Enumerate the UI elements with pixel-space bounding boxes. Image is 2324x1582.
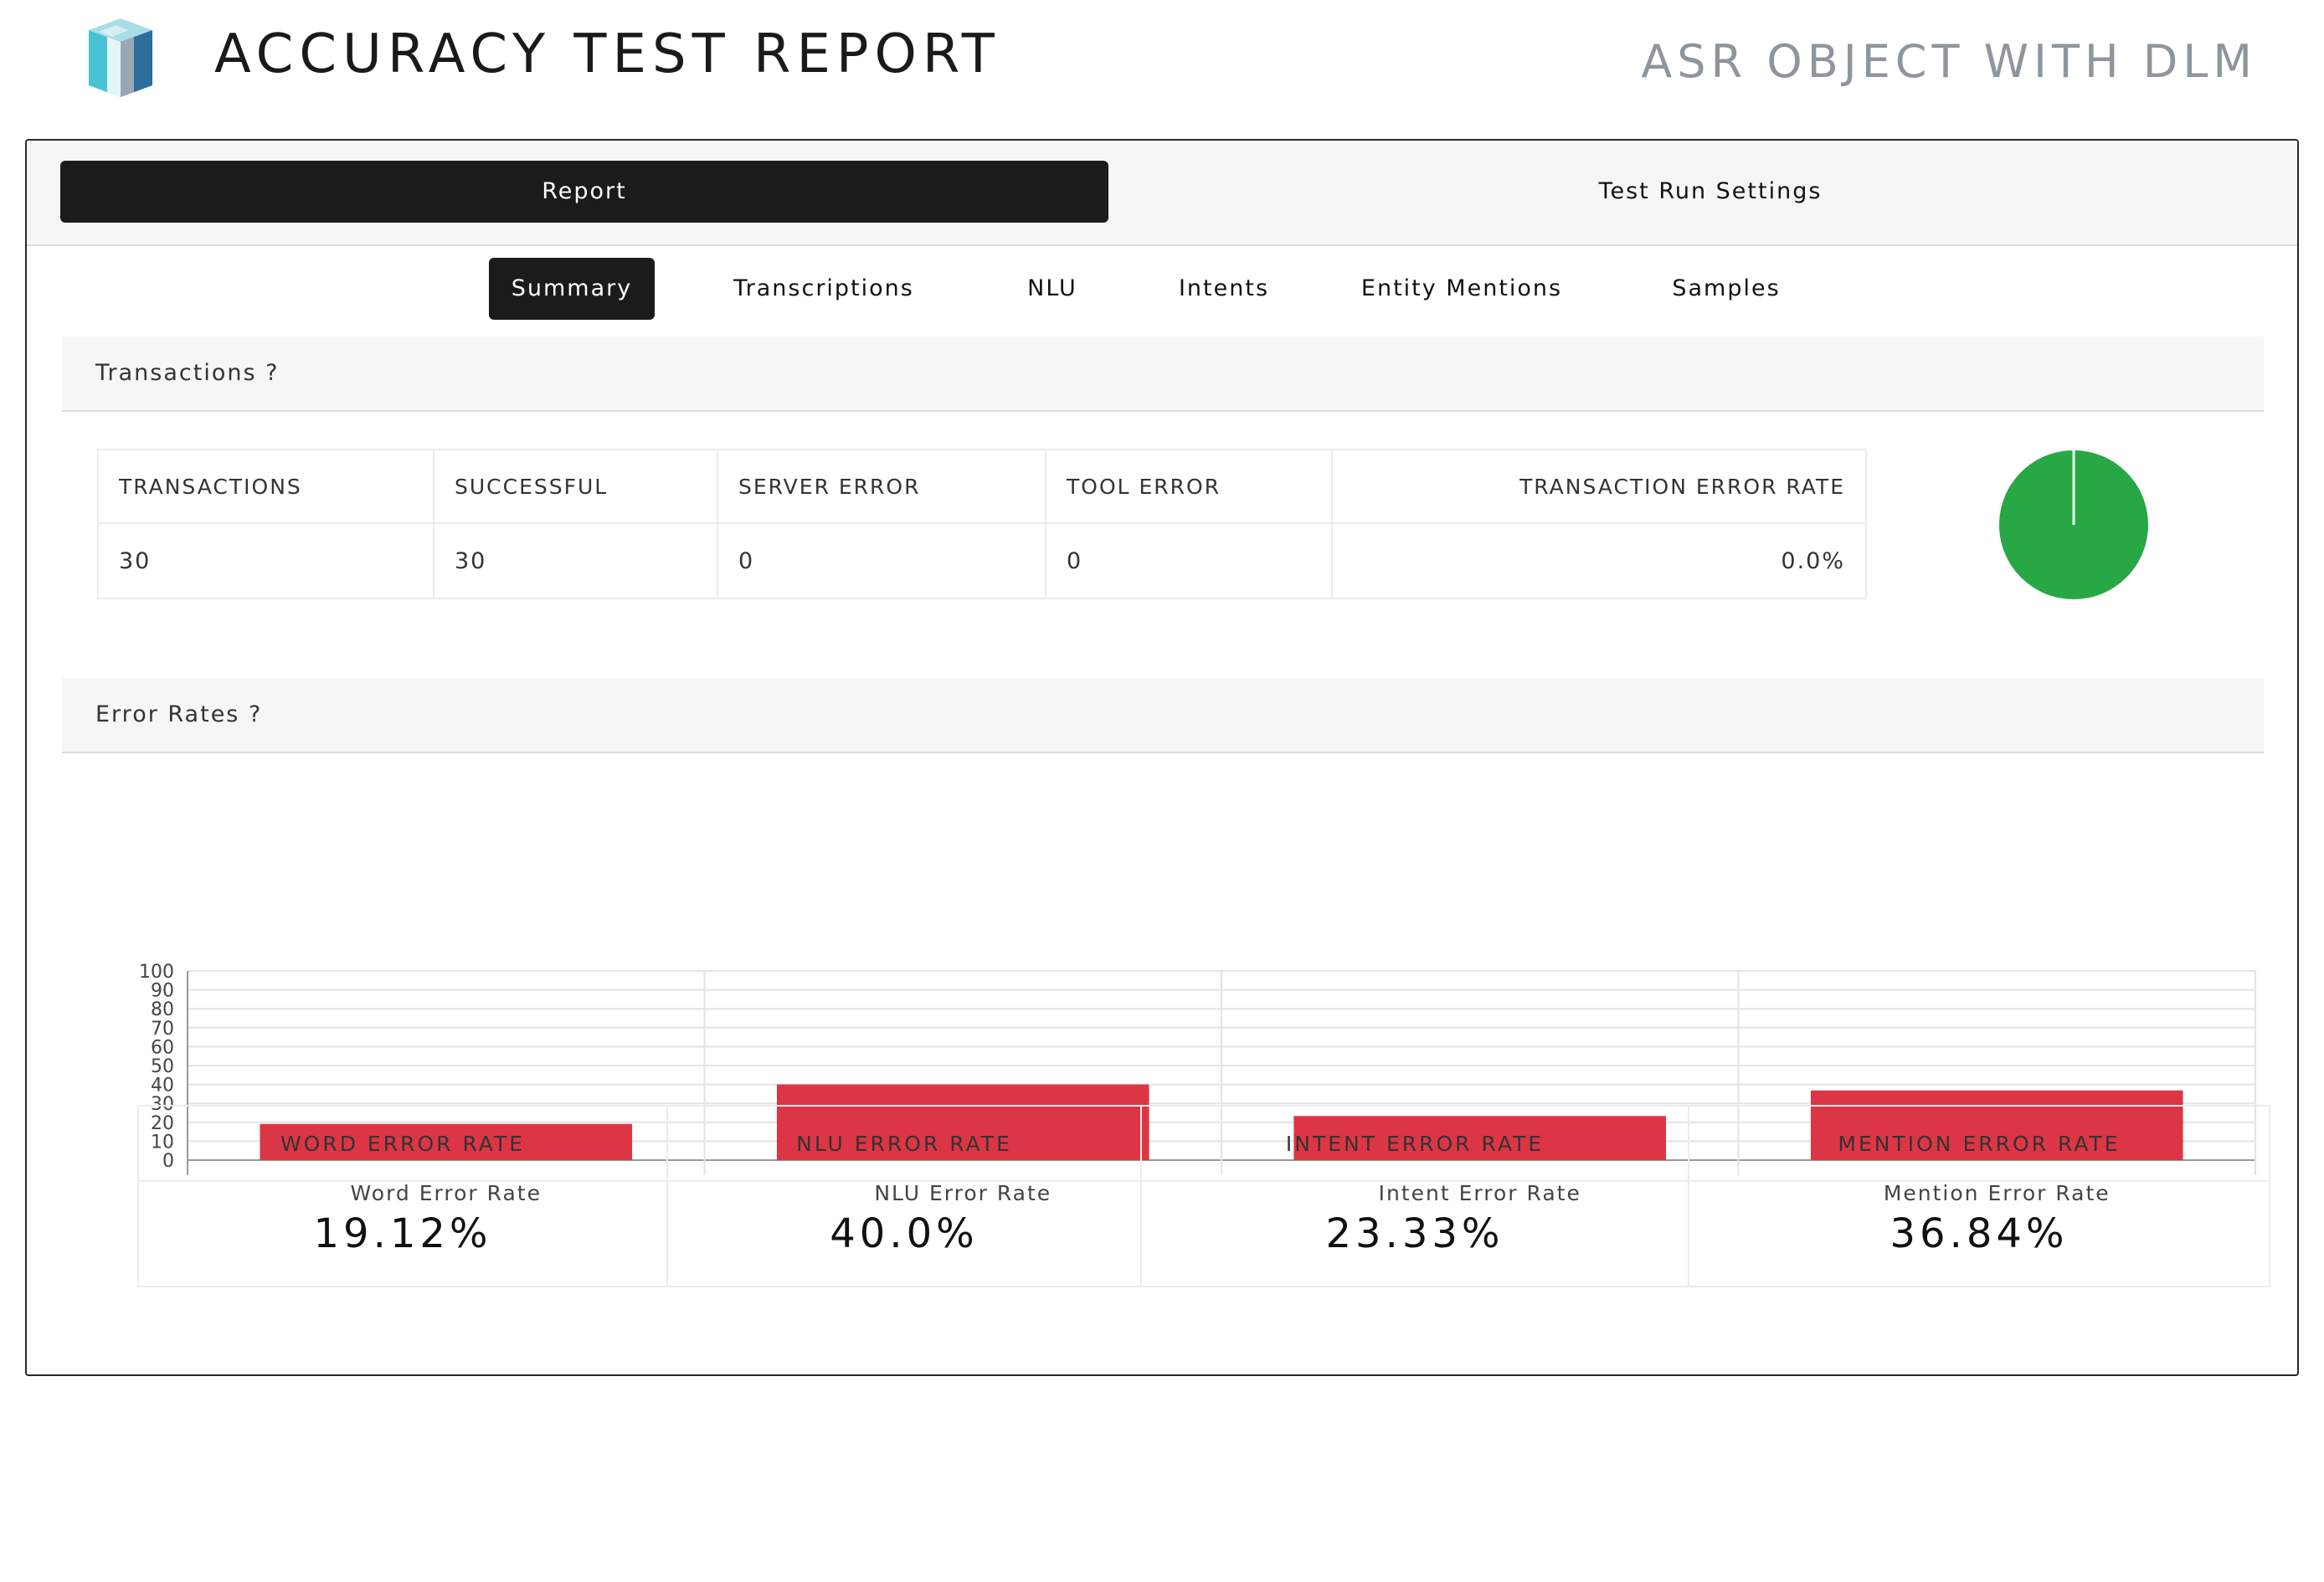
tab-report[interactable]: Report — [60, 161, 1108, 223]
header-transactions: TRANSACTIONS — [97, 449, 434, 524]
table-row: 19.12% 40.0% 23.33% 36.84% — [137, 1180, 2270, 1287]
y-tick-label: 90 — [151, 981, 174, 1002]
logo-cube-icon — [89, 18, 152, 97]
tab-intents[interactable]: Intents — [1178, 275, 1270, 301]
error-rates-section-header[interactable]: Error Rates ? — [62, 678, 2264, 753]
header-tool-error: TOOL ERROR — [1045, 449, 1333, 524]
transactions-table: TRANSACTIONS SUCCESSFUL SERVER ERROR TOO… — [97, 449, 1867, 599]
value-transaction-error-rate: 0.0% — [1331, 522, 1867, 599]
y-tick-label: 50 — [151, 1056, 174, 1077]
transactions-section-title: Transactions ? — [95, 360, 280, 386]
y-tick-label: 60 — [151, 1037, 174, 1058]
value-transactions: 30 — [97, 522, 434, 599]
value-successful: 30 — [433, 522, 718, 599]
value-mention-error-rate: 36.84% — [1688, 1180, 2270, 1287]
tab-test-run-settings[interactable]: Test Run Settings — [1598, 178, 1823, 204]
transactions-section-header[interactable]: Transactions ? — [62, 336, 2264, 412]
y-tick-label: 70 — [151, 1019, 174, 1040]
tab-summary[interactable]: Summary — [489, 258, 655, 320]
y-tick-label: 80 — [151, 999, 174, 1020]
value-server-error: 0 — [717, 522, 1046, 599]
tab-nlu[interactable]: NLU — [1027, 275, 1077, 301]
tab-transcriptions[interactable]: Transcriptions — [733, 275, 914, 301]
value-tool-error: 0 — [1045, 522, 1333, 599]
tab-entity-mentions[interactable]: Entity Mentions — [1360, 275, 1563, 301]
value-intent-error-rate: 23.33% — [1140, 1180, 1689, 1287]
y-tick-label: 40 — [151, 1076, 174, 1097]
header-nlu-error-rate: NLU ERROR RATE — [666, 1105, 1142, 1182]
page-subtitle: ASR OBJECT WITH DLM — [1641, 35, 2257, 88]
transactions-pie-chart[interactable] — [1998, 449, 2150, 601]
table-header-row: TRANSACTIONS SUCCESSFUL SERVER ERROR TOO… — [97, 449, 1867, 524]
table-header-row: WORD ERROR RATE NLU ERROR RATE INTENT ER… — [137, 1105, 2270, 1182]
page-header: ACCURACY TEST REPORT ASR OBJECT WITH DLM — [0, 0, 2324, 134]
value-nlu-error-rate: 40.0% — [666, 1180, 1142, 1287]
header-intent-error-rate: INTENT ERROR RATE — [1140, 1105, 1689, 1182]
table-row: 30 30 0 0 0.0% — [97, 522, 1867, 599]
report-panel: Report Test Run Settings Summary Transcr… — [25, 139, 2299, 1376]
value-word-error-rate: 19.12% — [137, 1180, 668, 1287]
header-word-error-rate: WORD ERROR RATE — [137, 1105, 668, 1182]
error-rates-table: WORD ERROR RATE NLU ERROR RATE INTENT ER… — [137, 1105, 2270, 1287]
header-mention-error-rate: MENTION ERROR RATE — [1688, 1105, 2270, 1182]
top-tab-bar: Report Test Run Settings — [27, 141, 2297, 246]
header-transaction-error-rate: TRANSACTION ERROR RATE — [1331, 449, 1867, 524]
sub-tab-bar: Summary Transcriptions NLU Intents Entit… — [27, 258, 2297, 325]
y-tick-label: 100 — [139, 962, 174, 983]
page-title: ACCURACY TEST REPORT — [214, 23, 1000, 85]
tab-samples[interactable]: Samples — [1672, 275, 1781, 301]
header-successful: SUCCESSFUL — [433, 449, 718, 524]
error-rates-section-title: Error Rates ? — [95, 701, 263, 727]
header-server-error: SERVER ERROR — [717, 449, 1046, 524]
